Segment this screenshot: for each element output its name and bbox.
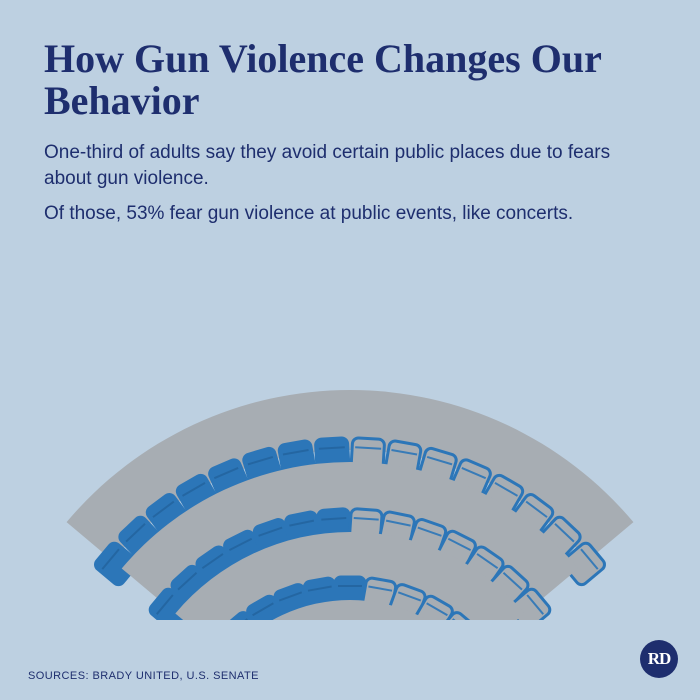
seating-chart-svg xyxy=(40,280,660,620)
sources-text: SOURCES: BRADY UNITED, U.S. SENATE xyxy=(28,670,259,682)
rd-logo: RD xyxy=(640,640,678,678)
page-title: How Gun Violence Changes Our Behavior xyxy=(44,38,656,122)
subtitle-2: Of those, 53% fear gun violence at publi… xyxy=(44,201,656,227)
subtitle-1: One-third of adults say they avoid certa… xyxy=(44,140,656,191)
seating-chart xyxy=(0,280,700,620)
